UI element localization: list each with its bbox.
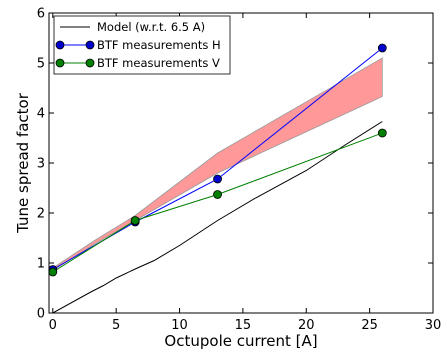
series-line-0 — [52, 121, 383, 313]
series-2-point-3 — [377, 128, 387, 138]
x-tick-label-4: 20 — [298, 318, 315, 333]
legend-marker-2-a — [55, 58, 65, 68]
x-tick-label-3: 15 — [235, 318, 252, 333]
axes: 0 5 10 15 20 25 30 0 1 2 3 4 5 6 Octupole current [A] T… — [14, 7, 441, 351]
y-tick-label-6: 6 — [37, 7, 45, 22]
y-tick-label-2: 2 — [37, 207, 45, 222]
series-1-point-2 — [213, 174, 222, 184]
legend-marker-1-b — [85, 40, 95, 50]
x-tick-label-0: 0 — [49, 318, 57, 333]
legend-marker-2-b — [85, 58, 95, 68]
legend-label-2: BTF measurements V — [97, 56, 220, 70]
legend-marker-1-a — [55, 40, 65, 50]
y-tick-label-5: 5 — [37, 57, 45, 72]
legend: Model (w.r.t. 6.5 A) BTF measurements H BT… — [53, 15, 231, 75]
x-tick-label-1: 5 — [112, 318, 120, 333]
x-tick-label-2: 10 — [171, 318, 188, 333]
y-tick-label-0: 0 — [37, 307, 45, 322]
legend-label-0: Model (w.r.t. 6.5 A) — [97, 20, 205, 34]
y-tick-label-1: 1 — [37, 257, 45, 272]
x-tick-label-6: 30 — [425, 318, 442, 333]
y-axis-label: Tune spread factor — [14, 92, 32, 234]
legend-label-1: BTF measurements H — [97, 38, 221, 52]
x-axis-label: Octupole current [A] — [164, 332, 317, 350]
series-line-2 — [52, 132, 383, 273]
plot-area — [48, 43, 387, 313]
series-2-point-1 — [130, 216, 140, 225]
y-tick-label-4: 4 — [37, 107, 45, 122]
series-2-point-2 — [213, 190, 222, 199]
series-1-point-3 — [377, 43, 387, 53]
y-tick-label-3: 3 — [37, 157, 45, 172]
x-tick-label-5: 25 — [361, 318, 378, 333]
series-2-point-0 — [48, 267, 58, 277]
